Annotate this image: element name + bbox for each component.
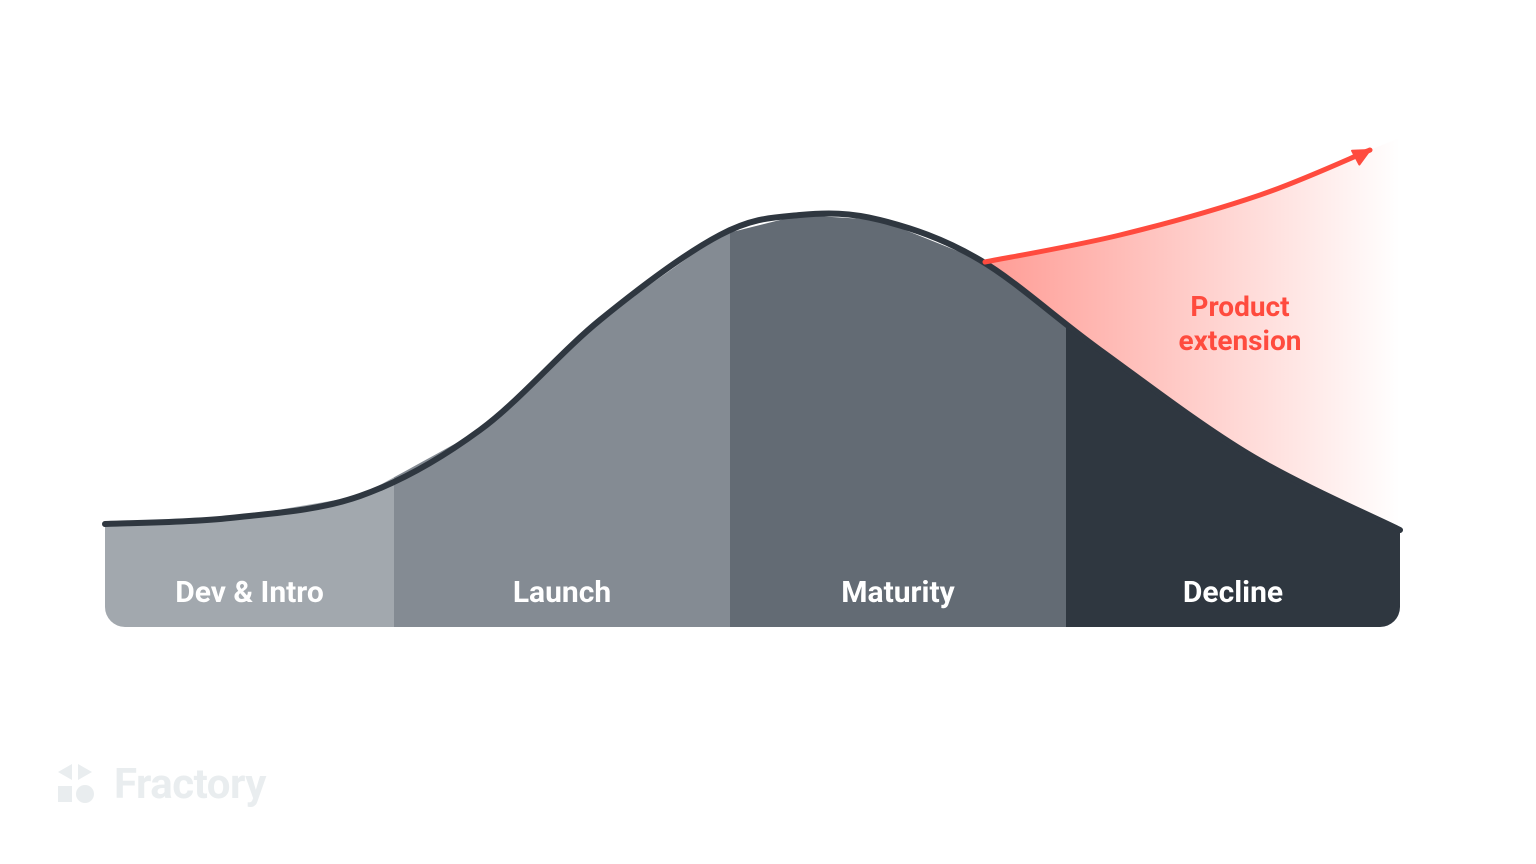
stage-area-launch [394,233,730,628]
brand-logo: Fractory [58,760,266,809]
fractory-logo-icon [58,764,98,806]
lifecycle-diagram: Dev & Intro Launch Maturity Decline Prod… [0,0,1536,864]
brand-name: Fractory [114,760,266,809]
lifecycle-chart-svg [0,0,1536,864]
